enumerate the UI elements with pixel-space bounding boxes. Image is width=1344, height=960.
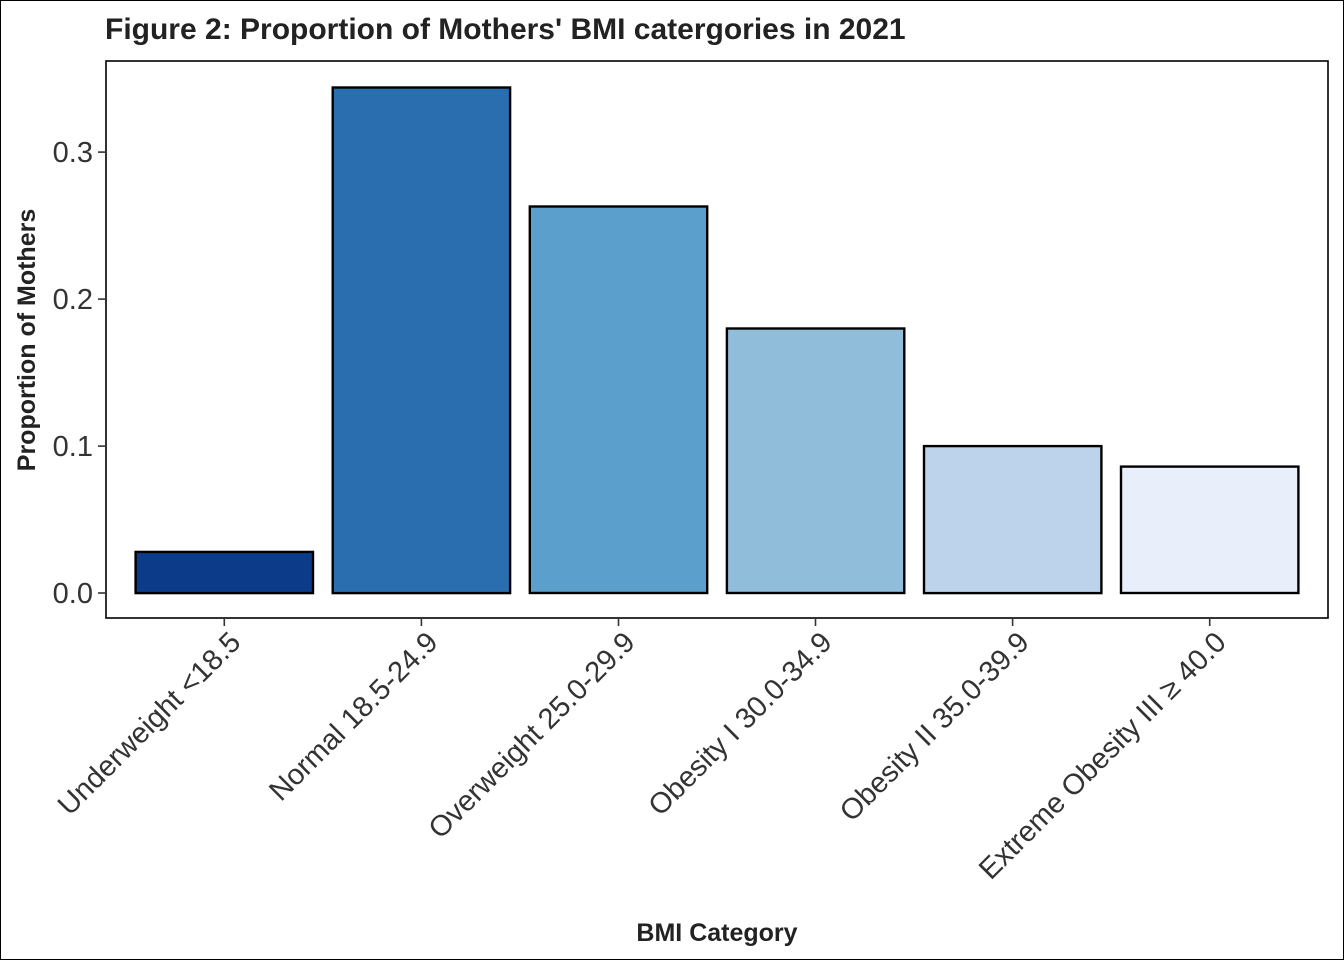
bar-2	[331, 86, 512, 595]
y-tick-label: 0.3	[53, 137, 93, 169]
x-tick-label: Underweight <18.5	[52, 626, 247, 821]
y-axis: 0.0 0.1 0.2 0.3	[53, 137, 106, 610]
chart-title: Figure 2: Proportion of Mothers' BMI cat…	[105, 13, 906, 46]
bar-5	[922, 444, 1103, 595]
y-tick-label: 0.2	[53, 284, 93, 316]
y-axis-title: Proportion of Mothers	[13, 209, 41, 471]
x-tick-label: Obesity II 35.0-39.9	[834, 626, 1036, 828]
x-tick-label: Overweight 25.0-29.9	[423, 626, 642, 845]
x-tick-label: Normal 18.5-24.9	[263, 626, 444, 807]
bar-3	[528, 205, 709, 595]
y-tick-label: 0.1	[53, 431, 93, 463]
x-axis-title: BMI Category	[636, 919, 797, 947]
x-tick-label: Obesity I 30.0-34.9	[643, 626, 839, 822]
y-tick-label: 0.0	[53, 578, 93, 610]
bars-layer	[134, 86, 1300, 595]
bar-6	[1119, 465, 1300, 595]
bar-4	[725, 327, 906, 595]
bar-1	[134, 550, 315, 595]
x-axis: Underweight <18.5 Normal 18.5-24.9Overwei…	[52, 618, 1233, 886]
